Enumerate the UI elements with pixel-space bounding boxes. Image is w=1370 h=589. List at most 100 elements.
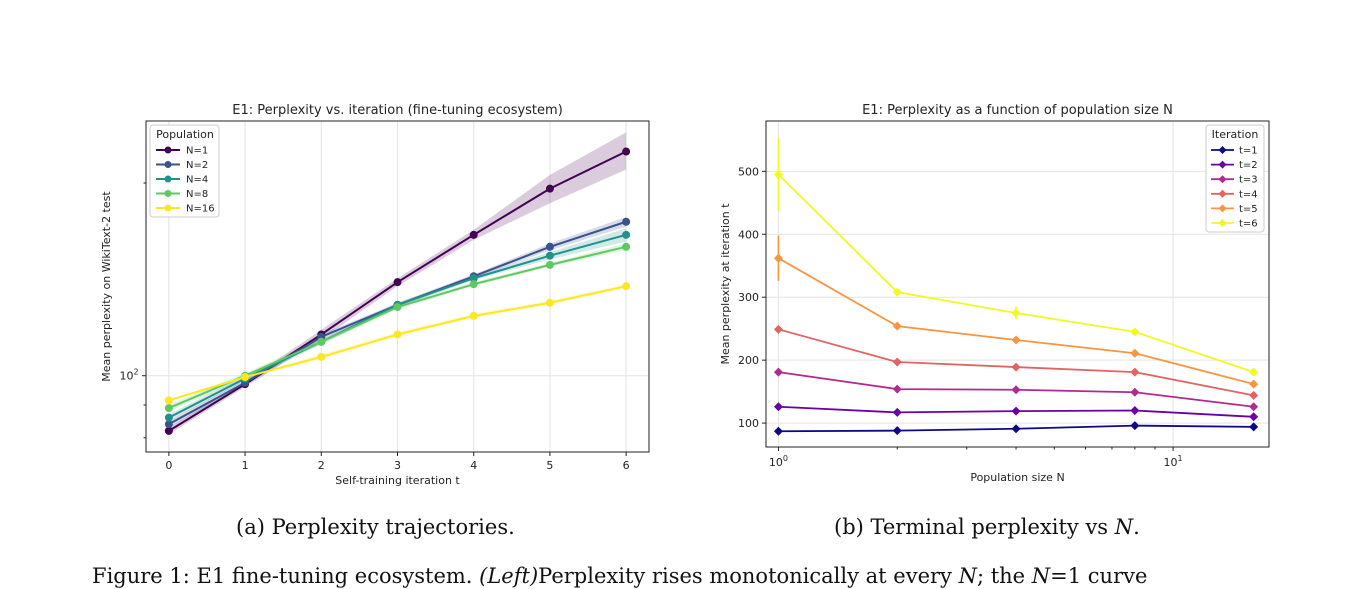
tick-label-y-b: 100 xyxy=(738,417,759,430)
data-point-n-8 xyxy=(317,337,326,346)
tick-label-y-a-exp: 2 xyxy=(133,368,138,377)
subcaption-b-period: . xyxy=(1133,515,1140,539)
data-point-n-1 xyxy=(393,278,402,287)
subcaption-a: (a) Perplexity trajectories. xyxy=(236,515,515,539)
data-point-t-1 xyxy=(1249,422,1259,432)
legend-label-a: N=2 xyxy=(186,160,208,171)
legend-title-b: Iteration xyxy=(1212,128,1259,141)
data-point-t-3 xyxy=(1130,387,1140,397)
data-point-n-4 xyxy=(622,230,631,239)
legend-swatch-marker-b xyxy=(1218,189,1227,198)
subcaption-b: (b) Terminal perplexity vs N. xyxy=(834,515,1140,539)
tick-label-x-a: 4 xyxy=(470,459,477,472)
legend-label-a: N=16 xyxy=(186,204,215,215)
tick-label-x-a: 5 xyxy=(546,459,553,472)
legend-swatch-marker-a xyxy=(164,175,172,183)
legend-label-b: t=5 xyxy=(1239,204,1258,215)
tick-label-x-a: 1 xyxy=(242,459,249,472)
band-n-2 xyxy=(168,216,627,428)
figure-caption-var-n: N xyxy=(958,564,977,588)
tick-label-x-a: 6 xyxy=(623,459,630,472)
legend-label-b: t=1 xyxy=(1239,146,1258,157)
legend-label-a: N=1 xyxy=(186,146,208,157)
legend-b: Iteration t=1 t=2 t=3 t=4 t=5 t=6 xyxy=(1205,124,1265,233)
chart-title-a: E1: Perplexity vs. iteration (fine-tunin… xyxy=(232,103,563,118)
data-point-t-3 xyxy=(1011,385,1021,395)
data-point-t-4 xyxy=(773,324,783,334)
data-point-n-16 xyxy=(622,282,631,291)
legend-swatch-marker-b xyxy=(1218,219,1227,227)
legend-swatch-marker-a xyxy=(164,161,172,168)
legend-label-a: N=4 xyxy=(186,175,208,186)
x-axis-label-b: Population size N xyxy=(970,471,1064,484)
data-point-t-6 xyxy=(1130,327,1140,337)
data-point-n-1 xyxy=(469,230,478,239)
data-point-n-2 xyxy=(545,242,554,251)
tick-label-x-b-base: 10 xyxy=(769,456,783,469)
legend-swatch-marker-b xyxy=(1218,204,1227,213)
tick-label-y-b: 200 xyxy=(738,354,759,367)
data-point-n-16 xyxy=(164,396,173,405)
data-point-t-4 xyxy=(1249,390,1259,400)
legend-label-b: t=2 xyxy=(1239,160,1258,171)
data-point-t-5 xyxy=(892,321,902,331)
subcaption-b-variable: N xyxy=(1114,515,1134,539)
legend-label-b: t=3 xyxy=(1239,175,1258,186)
figure-caption: Figure 1: E1 fine-tuning ecosystem. (Lef… xyxy=(92,564,1147,588)
data-point-t-2 xyxy=(892,407,902,417)
figure-caption-text-2: ; the xyxy=(976,564,1032,588)
data-point-n-16 xyxy=(393,330,402,339)
figure-caption-left: (Left) xyxy=(479,564,539,588)
data-point-t-5 xyxy=(1011,335,1021,345)
data-point-n-16 xyxy=(317,352,326,361)
legend-swatch-marker-a xyxy=(164,190,172,197)
data-point-n-16 xyxy=(545,298,554,307)
tick-label-x-b-base: 10 xyxy=(1164,456,1178,469)
data-point-n-1 xyxy=(622,147,631,156)
y-axis-label-a: Mean perplexity on WikiText-2 test xyxy=(100,191,113,382)
data-point-n-8 xyxy=(164,404,173,413)
data-point-t-5 xyxy=(1130,348,1140,358)
data-point-t-5 xyxy=(773,253,783,263)
data-point-t-1 xyxy=(1130,421,1140,431)
figure-caption-var-n-2: N xyxy=(1031,564,1051,588)
tick-label-x-a: 2 xyxy=(318,459,325,472)
data-point-t-5 xyxy=(1249,379,1259,389)
legend-swatch-marker-b xyxy=(1218,146,1227,154)
tick-label-x-b: 101 xyxy=(1164,454,1183,469)
data-point-n-4 xyxy=(545,251,554,260)
data-point-t-6 xyxy=(1249,367,1259,377)
data-point-t-3 xyxy=(1249,402,1259,412)
data-point-n-4 xyxy=(469,274,478,283)
tick-label-y-b: 400 xyxy=(738,228,759,241)
tick-label-x-a: 0 xyxy=(165,459,172,472)
data-point-t-6 xyxy=(892,287,902,297)
data-point-n-8 xyxy=(393,303,402,312)
data-point-n-16 xyxy=(241,373,250,382)
data-point-t-1 xyxy=(773,426,783,436)
chart-perplexity-vs-iteration: 0 1 2 3 4 5 6 102 E1: Perplexity vs. iteration (… xyxy=(100,103,650,487)
tick-label-y-a: 102 xyxy=(119,368,138,383)
data-point-t-3 xyxy=(773,367,783,377)
data-point-t-3 xyxy=(892,384,902,394)
data-point-t-2 xyxy=(1130,405,1140,415)
legend-label-a: N=8 xyxy=(186,189,208,200)
data-point-t-2 xyxy=(1011,406,1021,416)
data-point-t-2 xyxy=(1249,412,1259,422)
x-axis-label-a: Self-training iteration t xyxy=(335,474,460,487)
plot-frame-b xyxy=(765,120,1270,448)
data-point-t-6 xyxy=(1011,308,1021,318)
legend-title-a: Population xyxy=(156,128,214,141)
chart-title-b: E1: Perplexity as a function of populati… xyxy=(862,103,1173,118)
legend-label-b: t=6 xyxy=(1239,219,1258,230)
data-point-n-1 xyxy=(545,184,554,193)
tick-label-x-b-exp: 1 xyxy=(1178,454,1183,463)
tick-label-x-a: 3 xyxy=(394,459,401,472)
data-point-t-4 xyxy=(1130,367,1140,377)
data-point-t-1 xyxy=(1011,424,1021,434)
legend-swatch-marker-b xyxy=(1218,175,1227,184)
tick-label-y-b: 300 xyxy=(738,291,759,304)
data-point-t-4 xyxy=(1011,362,1021,372)
subcaption-a-text: (a) Perplexity trajectories. xyxy=(236,515,515,539)
